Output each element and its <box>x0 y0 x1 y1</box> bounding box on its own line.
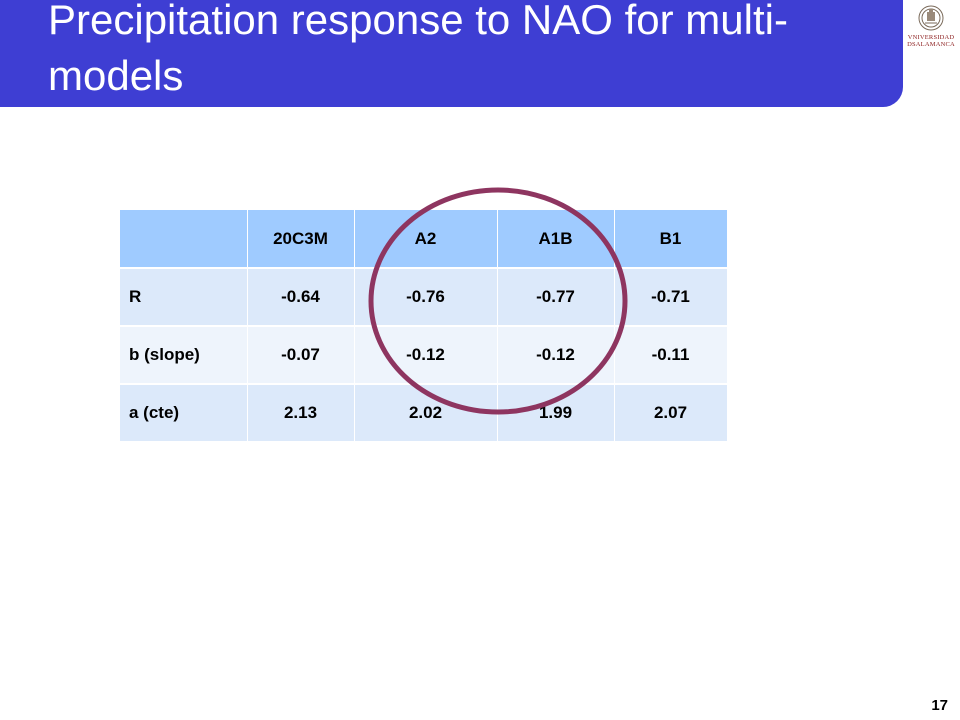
table-cell: 2.02 <box>354 384 498 443</box>
table-row: a (cte) 2.13 2.02 1.99 2.07 <box>120 384 728 443</box>
table-cell: 2.07 <box>614 384 728 443</box>
logo-line-2: DSALAMANCA <box>907 41 955 48</box>
page-number: 17 <box>931 697 948 714</box>
header-cell-b1: B1 <box>614 210 728 269</box>
header-cell-empty <box>120 210 248 269</box>
university-logo: VNIVERSIDAD DSALAMANCA <box>905 4 957 50</box>
slide-title: Precipitation response to NAO for multi-… <box>48 0 788 99</box>
university-seal-icon <box>918 5 944 31</box>
table-cell: -0.12 <box>497 326 615 385</box>
table-row: R -0.64 -0.76 -0.77 -0.71 <box>120 268 728 327</box>
title-bar <box>0 0 903 107</box>
header-cell-20c3m: 20C3M <box>247 210 355 269</box>
nao-precipitation-table: 20C3M A2 A1B B1 R -0.64 -0.76 -0.77 -0.7… <box>120 210 728 443</box>
table-header-row: 20C3M A2 A1B B1 <box>120 210 728 269</box>
table-cell: -0.76 <box>354 268 498 327</box>
table-cell: -0.71 <box>614 268 728 327</box>
row-label: b (slope) <box>120 326 248 385</box>
row-label: R <box>120 268 248 327</box>
table-cell: 1.99 <box>497 384 615 443</box>
table-row: b (slope) -0.07 -0.12 -0.12 -0.11 <box>120 326 728 385</box>
table-cell: -0.07 <box>247 326 355 385</box>
row-label: a (cte) <box>120 384 248 443</box>
table-cell: -0.12 <box>354 326 498 385</box>
table-cell: -0.64 <box>247 268 355 327</box>
header-cell-a1b: A1B <box>497 210 615 269</box>
table-cell: 2.13 <box>247 384 355 443</box>
table-cell: -0.77 <box>497 268 615 327</box>
header-cell-a2: A2 <box>354 210 498 269</box>
logo-line-1: VNIVERSIDAD <box>907 34 955 41</box>
table-cell: -0.11 <box>614 326 728 385</box>
